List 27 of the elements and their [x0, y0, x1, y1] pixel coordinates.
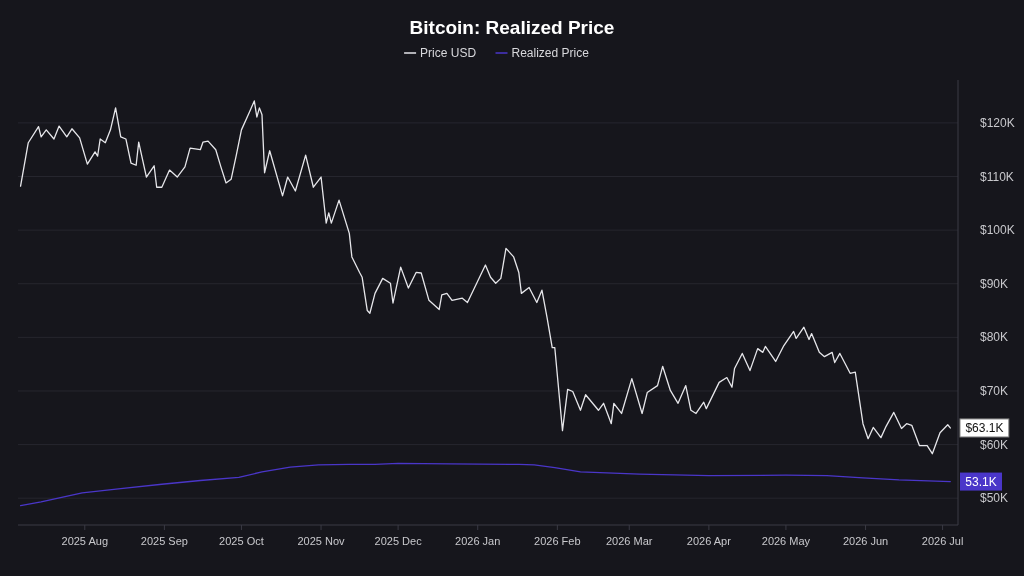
x-tick-label: 2025 Dec — [374, 535, 423, 547]
annotation: 53.1K — [965, 475, 997, 490]
x-tick-label: 2026 Jun — [842, 535, 889, 547]
x-tick-label: 2026 Jan — [455, 535, 501, 547]
x-tick-label: 2026 Feb — [534, 535, 581, 547]
x-tick-label: 2026 May — [761, 535, 811, 547]
x-tick-label: 2025 Aug — [61, 535, 109, 547]
y-tick-label: $80K — [980, 330, 1009, 345]
y-tick-label: $110K — [980, 169, 1014, 184]
y-tick-label: $50K — [980, 491, 1009, 506]
x-tick-label: 2025 Nov — [297, 535, 346, 547]
annotation: $63.1K — [965, 421, 1004, 436]
y-tick-label: $100K — [980, 223, 1015, 238]
legend-label: Realized Price — [511, 46, 590, 60]
y-tick-label: $70K — [980, 383, 1009, 398]
chart-title: Bitcoin: Realized Price — [409, 17, 615, 38]
y-tick-label: $120K — [980, 115, 1015, 130]
x-tick-label: 2026 Apr — [686, 535, 732, 547]
x-tick-label: 2026 Mar — [606, 535, 653, 547]
line-series — [19, 100, 951, 455]
legend-label: Price USD — [420, 46, 477, 60]
line-series — [19, 462, 951, 507]
x-tick-label: 2025 Oct — [219, 535, 264, 547]
y-tick-label: $60K — [980, 437, 1009, 452]
x-tick-label: 2026 Jul — [921, 535, 964, 547]
y-tick-label: $90K — [980, 276, 1009, 291]
x-tick-label: 2025 Sep — [140, 535, 188, 547]
